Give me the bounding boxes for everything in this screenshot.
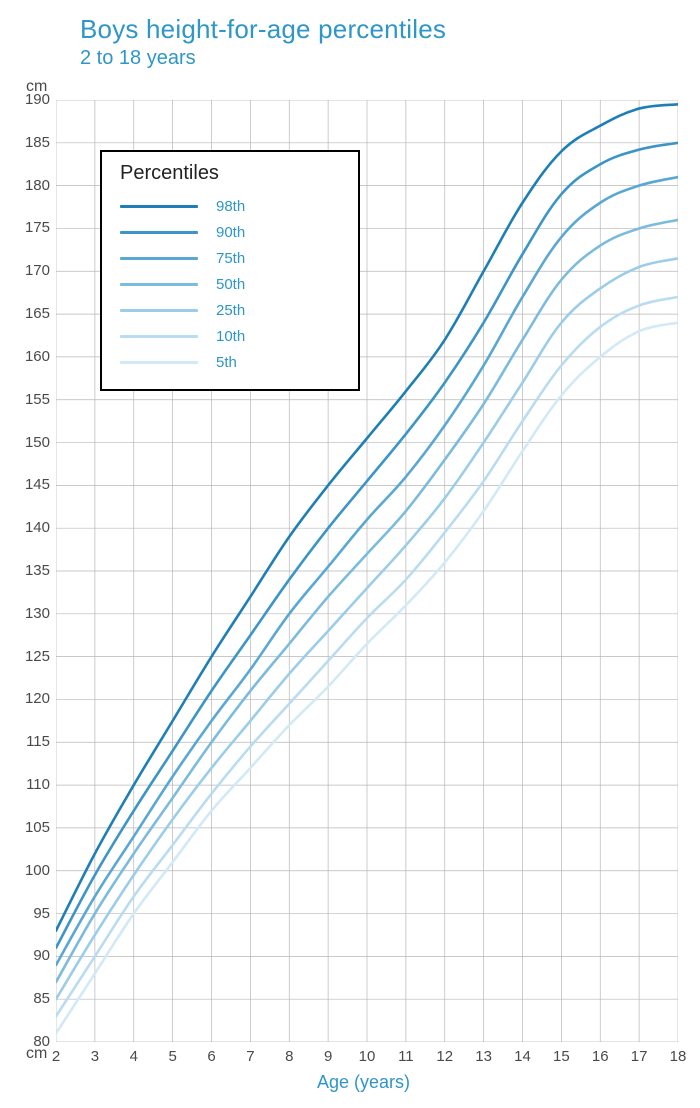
legend-label: 98th — [216, 198, 245, 215]
y-tick-label: 175 — [25, 219, 50, 236]
legend-row-98th: 98th — [120, 193, 340, 219]
y-tick-label: 135 — [25, 562, 50, 579]
x-tick-label: 10 — [357, 1048, 377, 1065]
x-tick-label: 8 — [279, 1048, 299, 1065]
x-tick-label: 14 — [513, 1048, 533, 1065]
chart-subtitle: 2 to 18 years — [80, 47, 446, 70]
y-tick-label: 130 — [25, 605, 50, 622]
legend-rows: 98th 90th 75th 50th 25th 10th 5th — [120, 193, 340, 375]
y-tick-label: 190 — [25, 91, 50, 108]
legend-swatch — [120, 205, 198, 208]
legend-label: 90th — [216, 224, 245, 241]
chart-titles: Boys height-for-age percentiles 2 to 18 … — [80, 14, 446, 70]
x-tick-label: 7 — [240, 1048, 260, 1065]
y-tick-label: 185 — [25, 134, 50, 151]
x-tick-label: 4 — [124, 1048, 144, 1065]
x-tick-label: 9 — [318, 1048, 338, 1065]
legend-row-75th: 75th — [120, 245, 340, 271]
y-tick-label: 165 — [25, 305, 50, 322]
legend-row-90th: 90th — [120, 219, 340, 245]
legend-swatch — [120, 257, 198, 260]
y-tick-label: 145 — [25, 476, 50, 493]
legend-swatch — [120, 231, 198, 234]
legend-label: 10th — [216, 328, 245, 345]
legend-label: 75th — [216, 250, 245, 267]
y-tick-label: 180 — [25, 177, 50, 194]
x-tick-label: 18 — [668, 1048, 688, 1065]
y-tick-label: 105 — [25, 819, 50, 836]
x-tick-label: 16 — [590, 1048, 610, 1065]
y-tick-label: 155 — [25, 391, 50, 408]
y-tick-label: 170 — [25, 262, 50, 279]
x-tick-label: 3 — [85, 1048, 105, 1065]
legend-label: 25th — [216, 302, 245, 319]
y-tick-label: 115 — [26, 733, 50, 750]
legend-row-50th: 50th — [120, 271, 340, 297]
y-tick-label: 100 — [25, 862, 50, 879]
growth-chart-page: Boys height-for-age percentiles 2 to 18 … — [0, 0, 700, 1108]
legend-swatch — [120, 283, 198, 286]
legend-row-10th: 10th — [120, 323, 340, 349]
legend-label: 5th — [216, 354, 237, 371]
x-tick-label: 6 — [202, 1048, 222, 1065]
legend-label: 50th — [216, 276, 245, 293]
legend-title: Percentiles — [120, 162, 340, 185]
y-tick-label: 95 — [33, 905, 50, 922]
legend: Percentiles 98th 90th 75th 50th 25th 10th 5th — [100, 150, 360, 391]
y-tick-label: 90 — [33, 947, 50, 964]
x-tick-label: 17 — [629, 1048, 649, 1065]
legend-swatch — [120, 335, 198, 338]
y-tick-label: 150 — [25, 434, 50, 451]
chart-title: Boys height-for-age percentiles — [80, 14, 446, 45]
y-tick-label: 160 — [25, 348, 50, 365]
x-tick-label: 13 — [474, 1048, 494, 1065]
x-axis-label: Age (years) — [317, 1072, 410, 1093]
x-tick-label: 11 — [396, 1048, 416, 1065]
legend-row-5th: 5th — [120, 349, 340, 375]
y-tick-label: 140 — [25, 519, 50, 536]
legend-row-25th: 25th — [120, 297, 340, 323]
x-tick-label: 12 — [435, 1048, 455, 1065]
y-tick-label: 125 — [25, 648, 50, 665]
y-tick-label: 120 — [25, 690, 50, 707]
legend-swatch — [120, 361, 198, 364]
y-tick-label: 110 — [26, 776, 50, 793]
legend-swatch — [120, 309, 198, 312]
y-tick-label: 85 — [33, 990, 50, 1007]
x-tick-label: 2 — [46, 1048, 66, 1065]
x-tick-label: 15 — [551, 1048, 571, 1065]
x-tick-label: 5 — [163, 1048, 183, 1065]
